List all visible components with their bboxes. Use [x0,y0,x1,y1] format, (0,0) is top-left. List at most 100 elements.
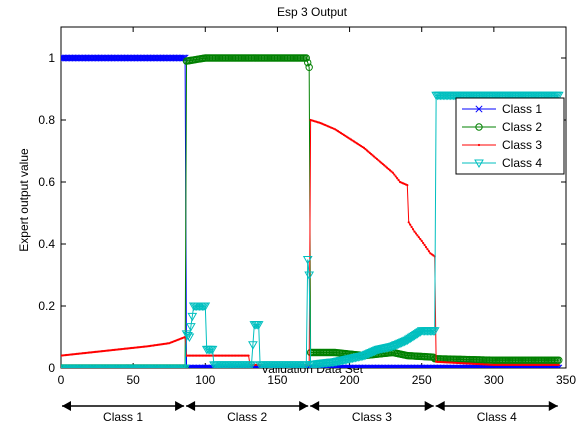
arrow-head-left [435,401,445,411]
arrow-head-right [175,401,185,411]
data-point [367,150,370,153]
legend-box [455,97,565,175]
region-label: Class 2 [227,410,267,424]
data-point [302,256,313,265]
region-label: Class 1 [103,410,143,424]
data-point [373,155,376,158]
data-point [304,58,312,67]
data-point [406,184,409,187]
legend-label: Class 2 [502,120,542,134]
data-point [387,167,390,171]
data-point [375,157,379,161]
data-point [393,173,396,176]
data-point [396,177,399,180]
legend-marker [475,123,483,131]
data-point [184,333,195,343]
data-point [305,63,313,72]
data-point [423,243,426,247]
data-point [377,159,380,162]
x-tick-label: 150 [267,373,287,387]
data-point [555,364,563,368]
data-point [304,271,315,281]
data-point [200,302,211,312]
legend-marker [475,105,483,113]
data-point [553,364,561,368]
y-tick-label: 0 [48,361,55,375]
data-point [185,323,196,332]
arrow-head-left [62,401,71,411]
class-region-annotation: Class 3 [310,401,434,424]
data-point [187,312,198,322]
legend-entry: Class 2 [462,120,542,134]
data-point [247,354,250,357]
data-point [388,169,392,172]
x-tick-label: 250 [412,373,432,387]
data-point [383,164,386,167]
data-point [394,175,397,178]
data-point [380,161,383,164]
data-point [391,171,394,174]
data-point [362,146,366,149]
legend-label: Class 1 [502,102,542,116]
arrow-head-left [186,401,196,411]
arrow-head-left [310,401,320,411]
data-point [420,239,423,242]
region-label: Class 3 [352,410,392,424]
data-point [422,241,425,245]
data-point [557,363,560,366]
data-point [180,364,190,368]
x-tick-label: 350 [556,373,576,387]
data-point [409,223,412,226]
class-region-annotation: Class 4 [435,401,558,424]
y-tick-label: 1 [48,51,55,65]
data-point [426,248,429,251]
x-tick-label: 0 [58,373,65,387]
y-tick-label: 0.8 [38,113,55,127]
plot-frame [60,26,567,369]
data-point [178,54,186,62]
arrow-head-right [548,401,558,411]
data-point [378,160,381,163]
data-point [364,148,367,151]
data-point [302,54,310,62]
legend-entry: Class 1 [462,102,542,116]
legend-entry: Class 4 [462,156,542,170]
data-point [553,91,564,101]
y-tick-label: 0.4 [38,237,55,251]
data-point [372,346,382,356]
legend-label: Class 4 [502,156,542,170]
x-tick-label: 100 [195,373,215,387]
y-axis-label: Expert output value [17,148,31,252]
data-point [253,321,264,330]
x-tick-label: 300 [484,373,504,387]
data-point [246,361,257,368]
data-point [424,246,428,249]
class-region-annotation: Class 2 [186,401,309,424]
legend-entry: Class 3 [462,138,542,152]
x-tick-label: 50 [126,373,140,387]
data-point [381,162,384,166]
chart-title: Esp 3 Output [277,5,348,19]
data-point [419,237,422,241]
data-point [414,232,418,235]
arrow-head-right [299,401,309,411]
data-point [555,356,563,364]
data-point [248,341,258,350]
y-tick-label: 0.2 [38,299,55,313]
data-point [407,221,410,224]
data-point [385,166,389,169]
series-group [61,54,564,368]
data-point [371,154,374,157]
data-point [427,250,431,253]
legend-marker [477,143,481,147]
data-point [397,179,400,182]
data-point [411,228,415,231]
data-point [415,328,426,337]
data-point [370,153,373,156]
class-region-annotation: Class 1 [62,401,185,424]
series-4 [61,91,564,368]
data-point [365,149,368,152]
data-point [429,327,440,336]
y-tick-label: 0.6 [38,175,55,189]
